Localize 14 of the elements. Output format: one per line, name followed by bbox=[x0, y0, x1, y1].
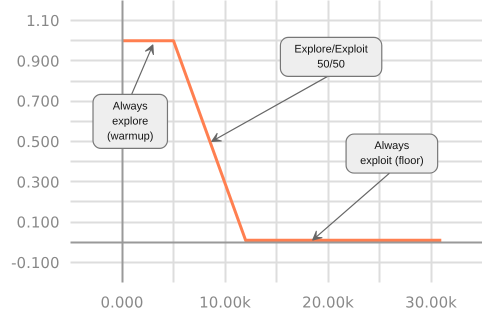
y-tick-label: 1.10 bbox=[26, 12, 60, 30]
y-tick-label: 0.500 bbox=[16, 133, 60, 151]
x-tick-label: 0.000 bbox=[100, 294, 144, 312]
annotation: Always exploit (floor) bbox=[360, 140, 424, 168]
y-tick-label: 0.100 bbox=[16, 214, 60, 232]
annotation: Explore/Exploit 50/50 bbox=[294, 43, 368, 70]
y-tick-label: -0.100 bbox=[11, 254, 60, 272]
x-tick-label: 10.00k bbox=[199, 294, 252, 312]
x-tick-label: 30.00k bbox=[405, 294, 458, 312]
y-tick-label: 0.300 bbox=[16, 173, 60, 192]
y-tick-label: 0.900 bbox=[16, 52, 60, 70]
x-tick-label: 20.00k bbox=[302, 294, 354, 312]
y-tick-label: 0.700 bbox=[16, 92, 60, 111]
annotation: Always explore (warmup) bbox=[107, 100, 154, 142]
